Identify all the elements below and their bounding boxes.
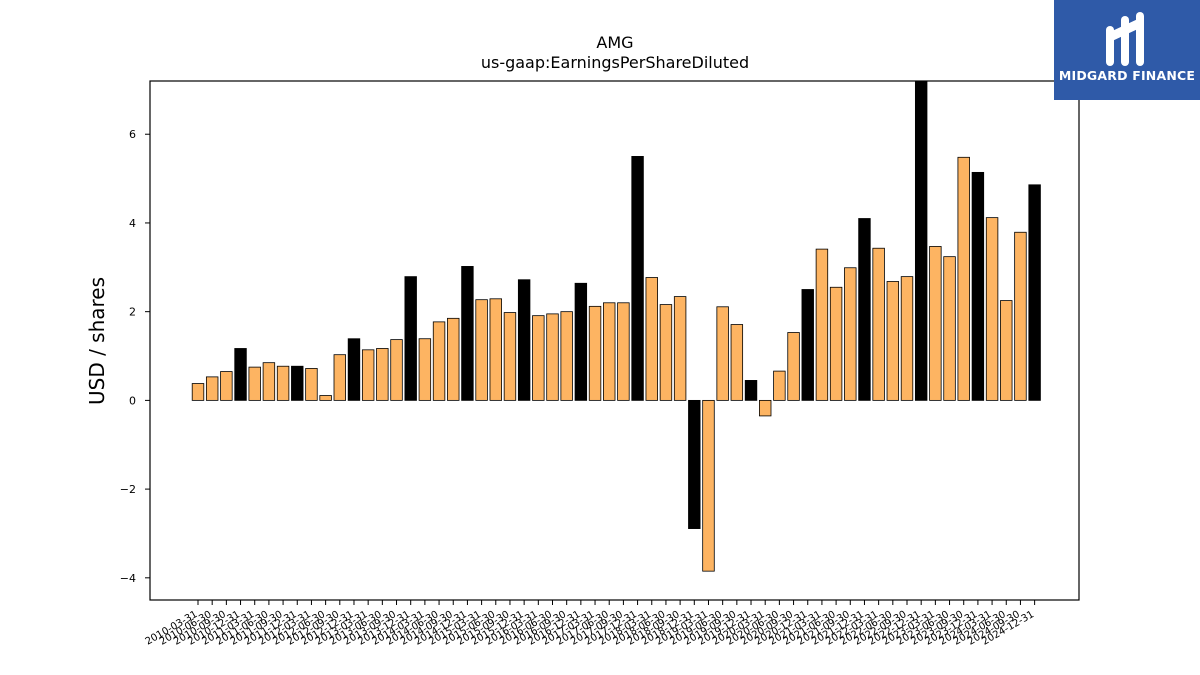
bar-2020-03-31 xyxy=(759,399,772,417)
bar-2014-06-30 xyxy=(432,321,446,401)
bar-2014-12-31 xyxy=(461,266,474,401)
bar-2021-03-31 xyxy=(815,248,829,401)
bar-2016-03-31 xyxy=(532,315,545,401)
bar-2024-12-31 xyxy=(1028,184,1041,401)
bar-2019-12-31 xyxy=(744,380,758,401)
y-tick-label: 4 xyxy=(129,217,136,230)
bar-2021-09-30 xyxy=(844,267,857,401)
bar-2020-09-30 xyxy=(787,332,800,401)
bar-2010-03-31 xyxy=(191,383,205,401)
bar-2012-12-31 xyxy=(347,338,361,401)
bar-2016-12-31 xyxy=(574,282,588,401)
bar-2014-03-31 xyxy=(418,338,432,401)
bar-2020-12-31 xyxy=(801,289,814,401)
bar-2018-12-31 xyxy=(688,399,701,529)
bar-2014-09-30 xyxy=(447,317,460,401)
bar-2019-03-31 xyxy=(702,399,715,572)
bar-2021-12-31 xyxy=(858,218,871,401)
bar-2016-06-30 xyxy=(546,313,559,401)
y-tick-label: −2 xyxy=(120,483,136,496)
bar-2024-06-30 xyxy=(1000,300,1013,401)
bar-2013-09-30 xyxy=(390,339,403,401)
chart-subtitle: us-gaap:EarningsPerShareDiluted xyxy=(481,53,749,72)
x-axis-ticks: 2010-03-312010-06-302010-09-302010-12-31… xyxy=(144,600,1036,648)
bar-2010-06-30 xyxy=(205,376,219,401)
y-axis-ticks: −4 −2 0 2 4 6 xyxy=(120,128,150,585)
brand-name: MIDGARD FINANCE xyxy=(1058,68,1196,83)
bar-2012-06-30 xyxy=(319,395,332,401)
y-axis-label: USD / shares xyxy=(85,277,109,405)
bar-2018-06-30 xyxy=(659,304,673,401)
bar-2022-06-30 xyxy=(886,281,900,401)
chart-title: AMG xyxy=(596,33,633,52)
bar-2011-12-31 xyxy=(291,365,304,401)
bar-2023-06-30 xyxy=(943,256,956,401)
bar-2015-06-30 xyxy=(489,298,502,401)
bar-2023-12-31 xyxy=(971,171,985,401)
bar-2017-12-31 xyxy=(631,156,644,401)
bar-2013-03-31 xyxy=(361,349,375,401)
bar-2018-03-31 xyxy=(645,277,658,401)
bar-2010-12-31 xyxy=(234,348,247,401)
bar-2024-09-30 xyxy=(1014,231,1027,401)
y-tick-label: 0 xyxy=(129,394,136,407)
bar-2017-03-31 xyxy=(588,305,602,401)
bar-2012-03-31 xyxy=(305,368,318,401)
bar-2019-06-30 xyxy=(716,306,729,401)
bar-2019-09-30 xyxy=(730,324,744,401)
y-tick-label: 2 xyxy=(129,306,136,319)
midgard-finance-logo: MIDGARD FINANCE xyxy=(1054,0,1200,100)
y-tick-label: −4 xyxy=(120,572,136,585)
bar-2021-06-30 xyxy=(829,286,843,401)
plot-frame xyxy=(149,80,1080,601)
bar-group xyxy=(191,80,1041,572)
bar-2015-03-31 xyxy=(475,299,488,401)
bar-2012-09-30 xyxy=(333,354,347,401)
bar-2015-09-30 xyxy=(503,312,517,401)
bar-2023-09-30 xyxy=(957,156,970,401)
bar-2011-06-30 xyxy=(262,362,276,401)
bar-2016-09-30 xyxy=(560,311,573,401)
bar-2013-06-30 xyxy=(376,348,389,401)
bar-2010-09-30 xyxy=(220,371,233,401)
bar-2011-03-31 xyxy=(248,366,261,401)
bar-2024-03-31 xyxy=(985,217,999,401)
bar-2022-12-31 xyxy=(914,80,928,401)
bar-2017-06-30 xyxy=(603,302,616,401)
bar-2018-09-30 xyxy=(673,296,687,401)
bar-2011-09-30 xyxy=(276,365,290,401)
bar-2015-12-31 xyxy=(517,279,531,401)
bar-2022-09-30 xyxy=(900,276,914,401)
bar-2020-06-30 xyxy=(773,370,786,401)
bar-2022-03-31 xyxy=(872,247,885,401)
bar-2023-03-31 xyxy=(929,246,942,401)
midgard-logo-icon xyxy=(1106,12,1144,66)
bar-2017-09-30 xyxy=(617,302,630,401)
y-tick-label: 6 xyxy=(129,128,136,141)
bar-2013-12-31 xyxy=(404,276,417,401)
